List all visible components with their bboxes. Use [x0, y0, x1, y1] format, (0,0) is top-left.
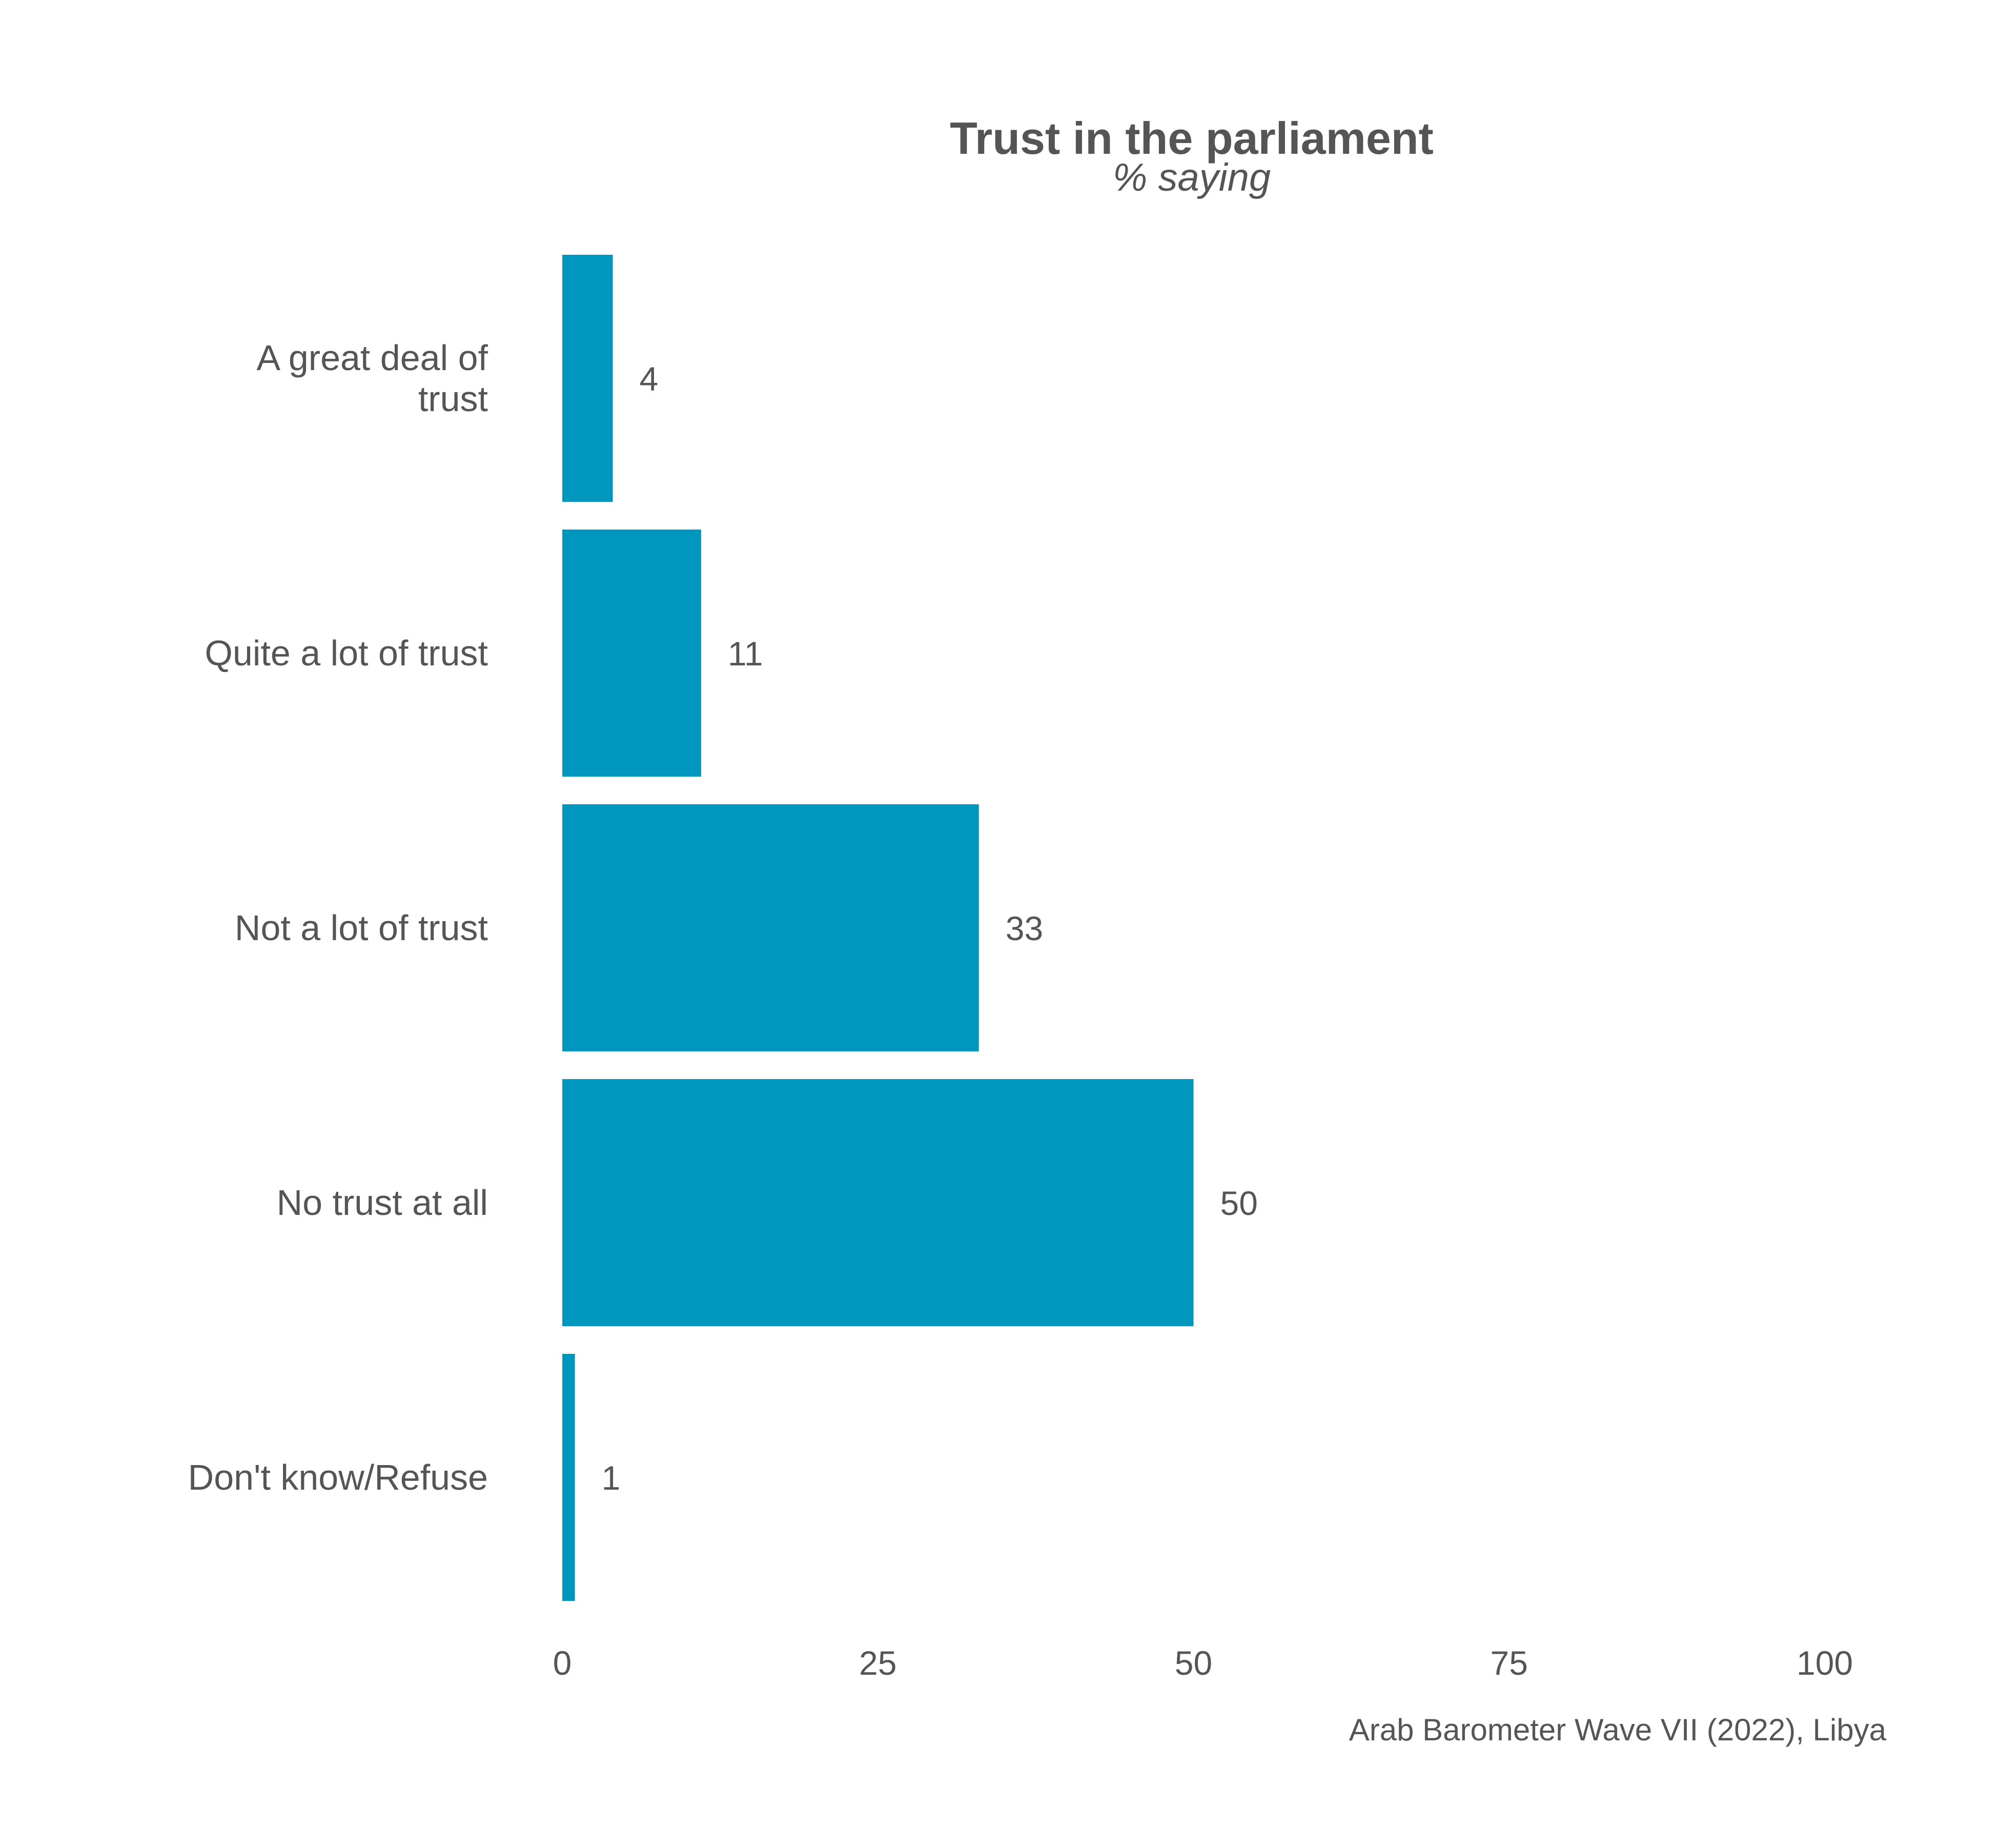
x-tick-label: 75	[1491, 1644, 1528, 1682]
value-labels-group: 4 11 33 50 1	[602, 360, 1258, 1497]
value-label: 50	[1220, 1184, 1258, 1222]
bar	[562, 804, 979, 1051]
bars-group	[562, 255, 1194, 1601]
x-tick-label: 0	[553, 1644, 572, 1682]
x-axis-ticks-group: 0 25 50 75 100	[553, 1644, 1853, 1682]
category-label: Not a lot of trust	[235, 908, 488, 948]
value-label: 11	[728, 635, 763, 673]
bar	[562, 255, 613, 502]
chart-caption: Arab Barometer Wave VII (2022), Libya	[1349, 1713, 1887, 1747]
x-tick-label: 100	[1797, 1644, 1853, 1682]
category-label: Quite a lot of trust	[205, 633, 488, 673]
chart-subtitle: % saying	[1113, 156, 1271, 199]
chart-title: Trust in the parliament	[950, 113, 1434, 164]
value-label: 1	[602, 1459, 621, 1497]
category-label: No trust at all	[277, 1183, 488, 1223]
value-label: 4	[640, 360, 659, 398]
bar	[562, 530, 701, 777]
bar	[562, 1354, 575, 1601]
category-label: A great deal of trust	[257, 338, 488, 419]
bar	[562, 1079, 1194, 1326]
x-tick-label: 25	[859, 1644, 896, 1682]
category-labels-group: A great deal of trust Quite a lot of trust…	[188, 338, 488, 1497]
value-label: 33	[1006, 909, 1043, 947]
category-label: Don't know/Refuse	[188, 1457, 488, 1497]
x-tick-label: 50	[1175, 1644, 1212, 1682]
